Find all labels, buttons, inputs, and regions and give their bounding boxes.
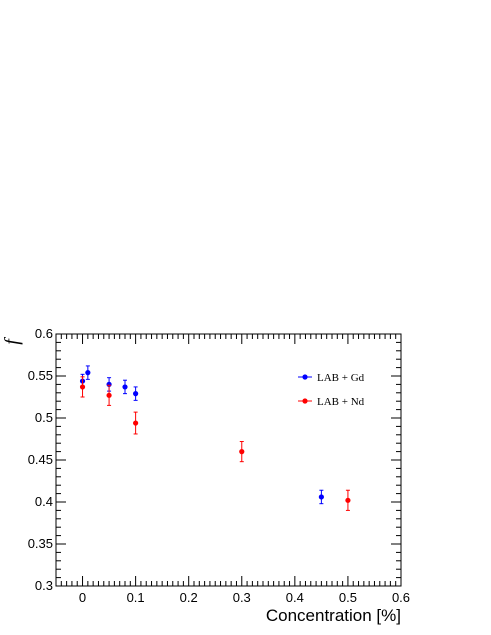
y-tick-label: 0.5 — [35, 410, 53, 425]
x-tick-label: 0 — [79, 590, 86, 605]
data-point — [133, 420, 139, 426]
y-tick-label: 0.3 — [35, 578, 53, 593]
legend: LAB + Gd LAB + Nd — [298, 372, 365, 408]
y-axis-title: f — [1, 337, 23, 345]
y-tick-label: 0.55 — [28, 368, 53, 383]
data-point — [345, 497, 351, 503]
x-tick-label: 0.6 — [392, 590, 410, 605]
x-axis-title: Concentration [%] — [266, 606, 401, 625]
legend-label: LAB + Nd — [317, 396, 365, 408]
y-tick-label: 0.35 — [28, 536, 53, 551]
data-point — [122, 384, 128, 390]
legend-marker — [302, 398, 308, 404]
data-point — [239, 449, 245, 455]
data-point — [318, 494, 324, 500]
legend-marker — [302, 374, 308, 380]
x-tick-label: 0.5 — [339, 590, 357, 605]
data-point — [79, 384, 86, 390]
x-tick-label: 0.1 — [127, 590, 145, 605]
y-tick-label: 0.45 — [28, 452, 53, 467]
data-marks — [79, 365, 351, 511]
x-tick-label: 0.2 — [180, 590, 198, 605]
data-point — [85, 370, 91, 376]
tick-marks — [55, 333, 402, 587]
legend-label: LAB + Gd — [317, 372, 365, 384]
x-tick-label: 0.3 — [233, 590, 251, 605]
y-tick-label: 0.4 — [35, 494, 53, 509]
data-point — [133, 391, 139, 397]
tick-labels: 0 0.1 0.2 0.3 0.4 0.5 0.6 0.3 0.35 0.4 0.45 0.5 0.55… — [28, 326, 410, 605]
x-tick-label: 0.4 — [286, 590, 304, 605]
y-tick-label: 0.6 — [35, 326, 53, 341]
data-point — [106, 392, 112, 398]
